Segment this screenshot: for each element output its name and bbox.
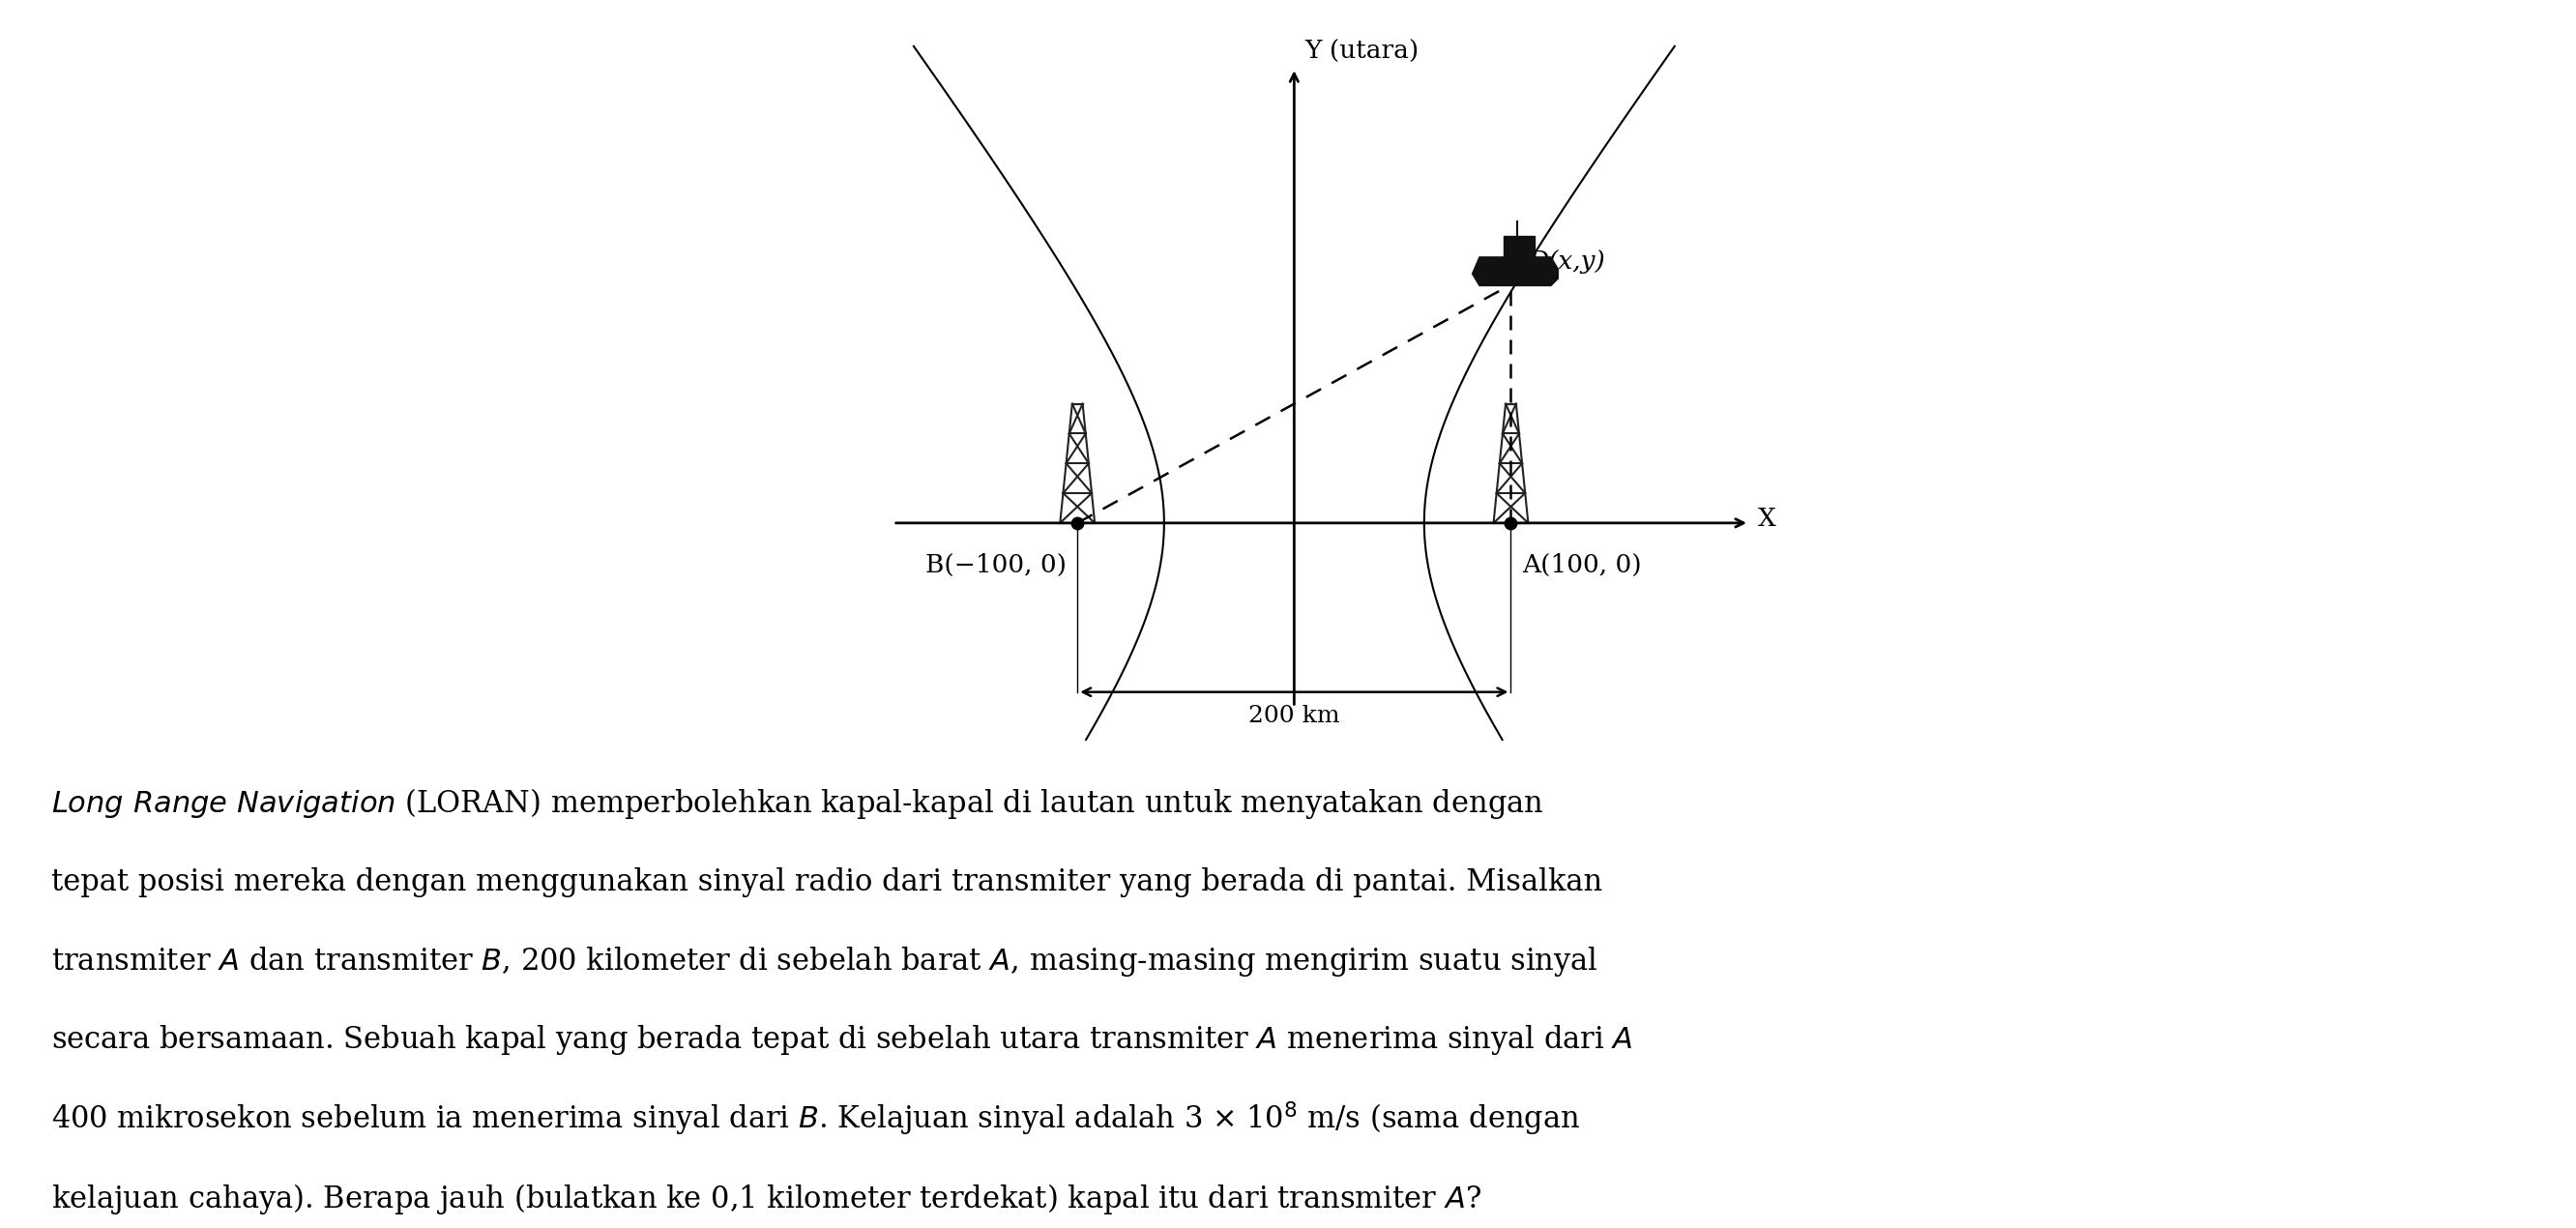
Text: X: X (1757, 507, 1775, 530)
Text: 200 km: 200 km (1249, 705, 1340, 727)
Text: tepat posisi mereka dengan menggunakan sinyal radio dari transmiter yang berada : tepat posisi mereka dengan menggunakan s… (52, 867, 1602, 898)
Text: B(−100, 0): B(−100, 0) (925, 554, 1066, 577)
Text: $\it{Long\ Range\ Navigation}$ (LORAN) memperbolehkan kapal-kapal di lautan untu: $\it{Long\ Range\ Navigation}$ (LORAN) m… (52, 786, 1543, 820)
Polygon shape (1473, 257, 1558, 286)
Text: 400 mikrosekon sebelum ia menerima sinyal dari $\it{B}$. Kelajuan sinyal adalah : 400 mikrosekon sebelum ia menerima sinya… (52, 1100, 1582, 1138)
Text: D(x,y): D(x,y) (1528, 249, 1605, 274)
Text: Y (utara): Y (utara) (1306, 39, 1419, 64)
Text: kelajuan cahaya). Berapa jauh (bulatkan ke 0,1 kilometer terdekat) kapal itu dar: kelajuan cahaya). Berapa jauh (bulatkan … (52, 1181, 1481, 1216)
Text: transmiter $\it{A}$ dan transmiter $\it{B}$, 200 kilometer di sebelah barat $\it: transmiter $\it{A}$ dan transmiter $\it{… (52, 944, 1597, 979)
Text: A(100, 0): A(100, 0) (1522, 554, 1641, 577)
Text: secara bersamaan. Sebuah kapal yang berada tepat di sebelah utara transmiter $\i: secara bersamaan. Sebuah kapal yang bera… (52, 1023, 1633, 1057)
Polygon shape (1504, 236, 1535, 257)
